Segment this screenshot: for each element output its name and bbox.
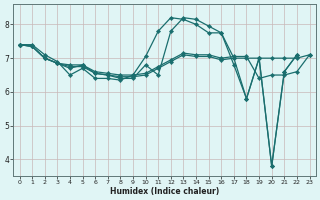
X-axis label: Humidex (Indice chaleur): Humidex (Indice chaleur) — [110, 187, 219, 196]
